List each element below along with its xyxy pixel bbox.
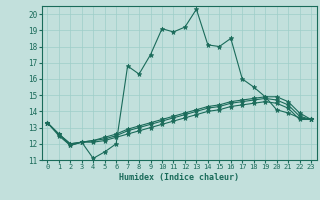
X-axis label: Humidex (Indice chaleur): Humidex (Indice chaleur) <box>119 173 239 182</box>
